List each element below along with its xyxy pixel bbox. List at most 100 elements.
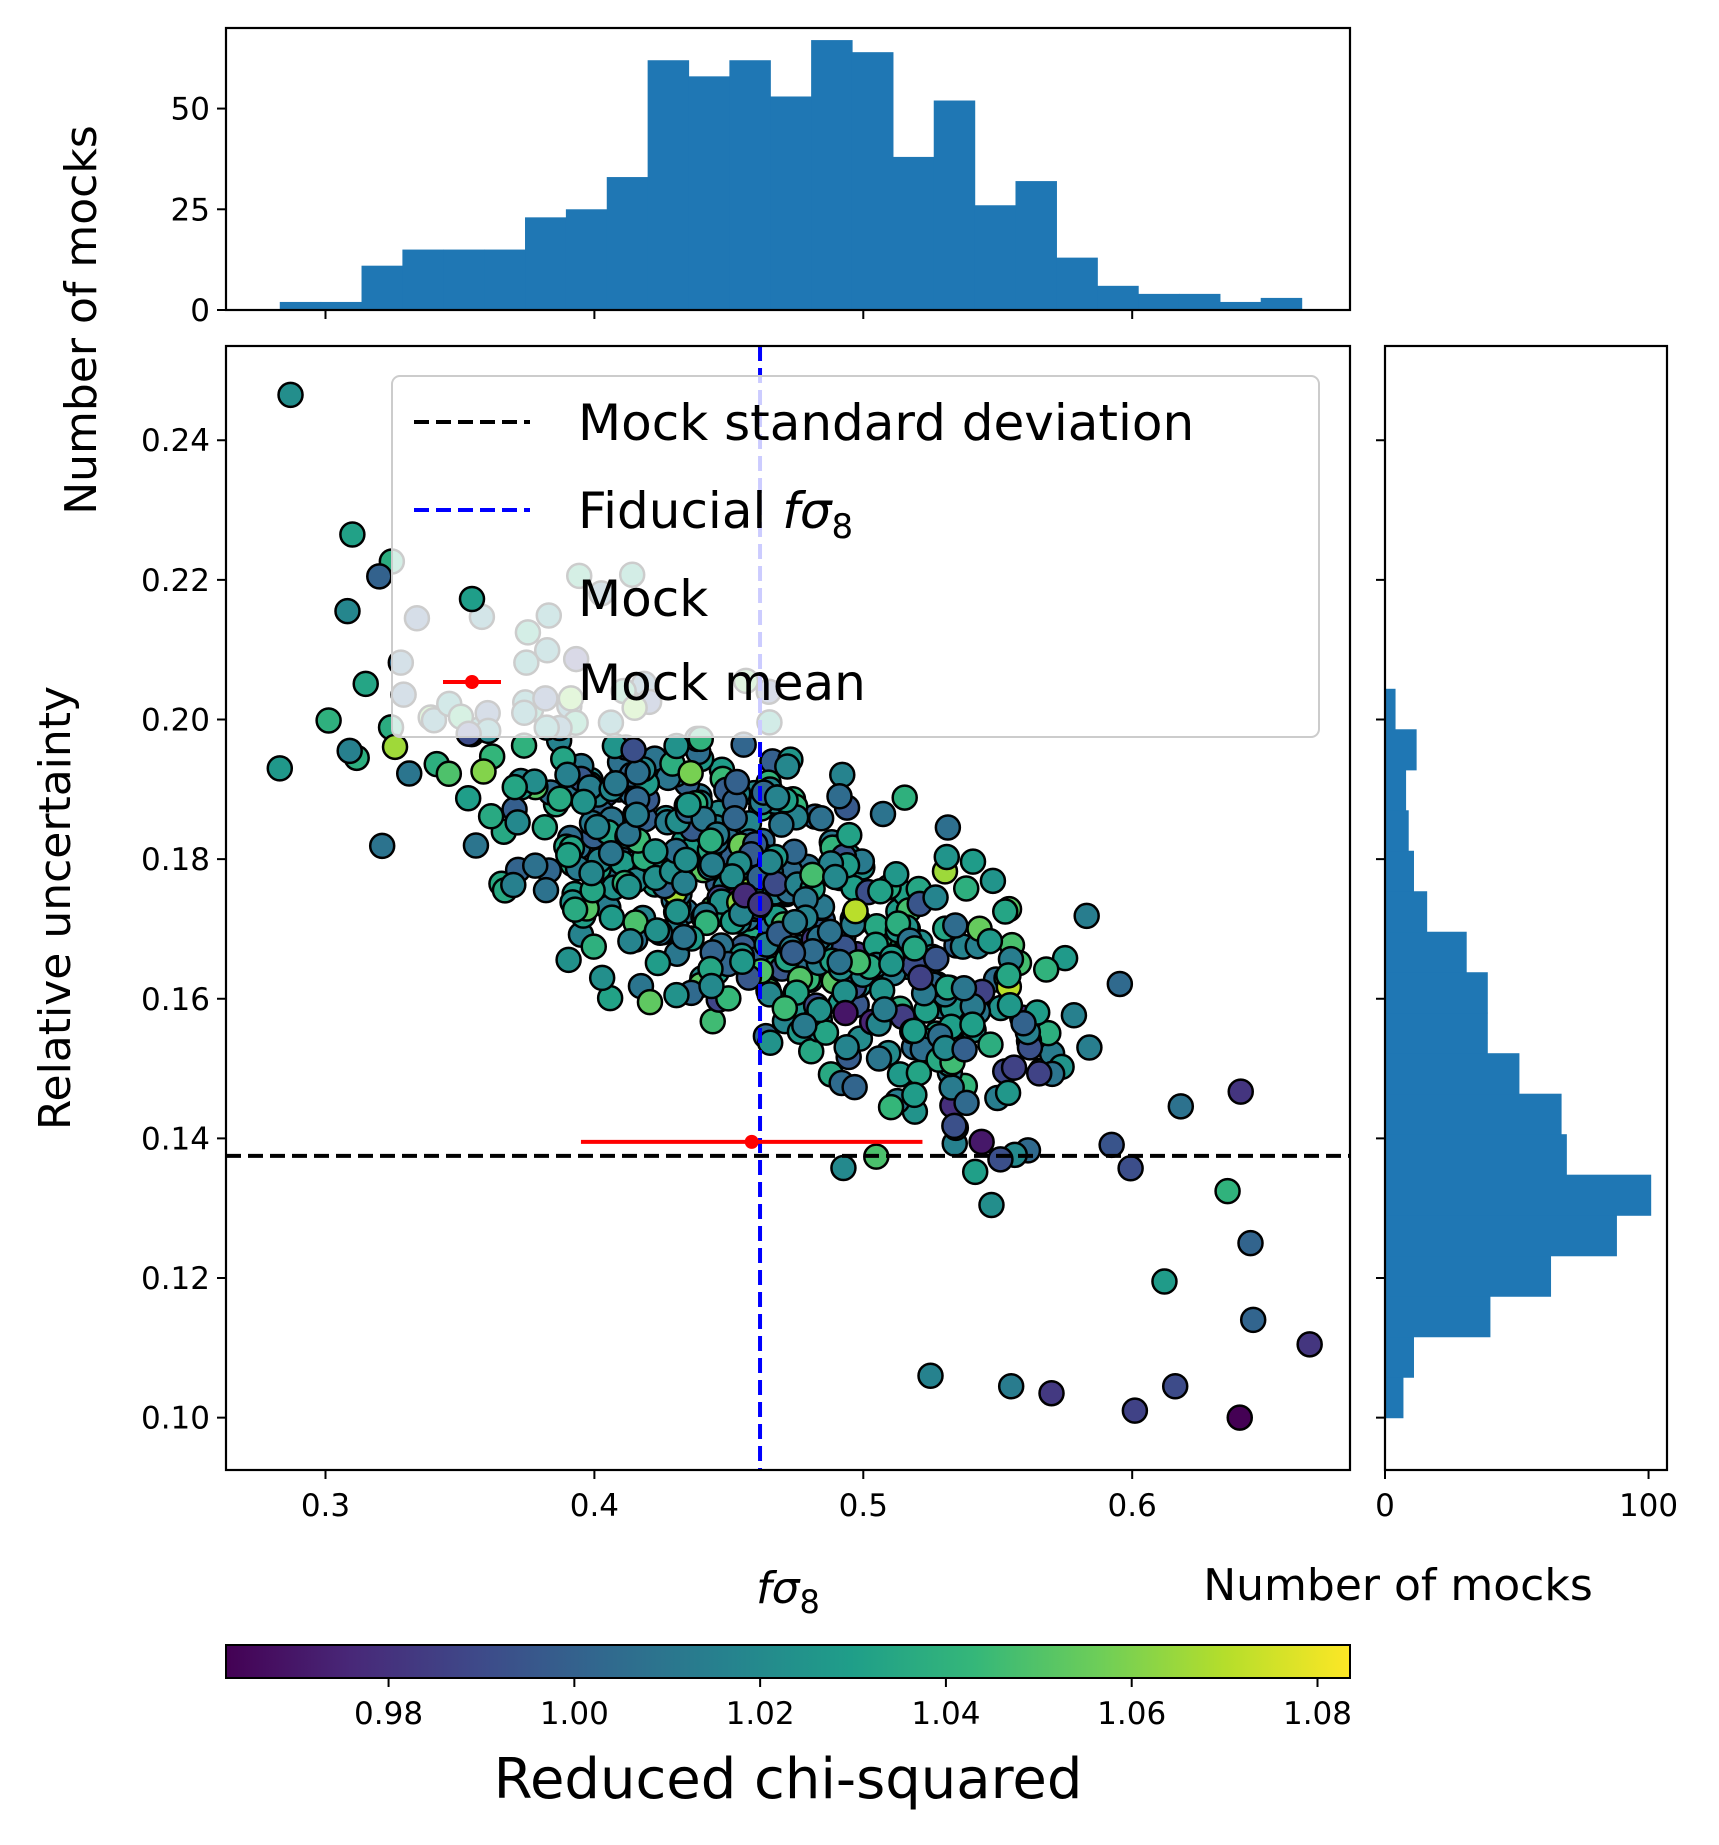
- mock-point: [1226, 1404, 1254, 1431]
- mock-point: [900, 1017, 928, 1045]
- main-y-tick-label: 0.10: [141, 1401, 210, 1437]
- mock-point: [959, 1011, 986, 1038]
- top-histogram-x-ticks: [324, 310, 1134, 319]
- mock-point: [1010, 1010, 1037, 1037]
- main-x-tick-label: 0.5: [839, 1488, 888, 1524]
- mock-point: [1000, 1054, 1028, 1081]
- mock-point: [1227, 1078, 1254, 1105]
- mock-point: [1106, 970, 1134, 998]
- top-histogram-bar: [647, 60, 690, 310]
- top-y-tick-label: 50: [171, 92, 210, 128]
- right-histogram-bar: [1385, 729, 1417, 771]
- legend-std-label: Mock standard deviation: [578, 394, 1194, 452]
- mock-point: [842, 897, 869, 925]
- colorbar-tick-label: 1.04: [911, 1696, 980, 1732]
- top-histogram-bar: [1097, 285, 1139, 310]
- mock-point: [877, 1093, 905, 1121]
- mock-point: [865, 1045, 893, 1072]
- mock-point: [339, 521, 366, 548]
- mock-point: [1151, 1268, 1178, 1295]
- mock-point: [598, 904, 626, 931]
- mock-point: [1073, 902, 1100, 930]
- right-histogram-bar: [1385, 931, 1467, 973]
- main-y-tick-label: 0.24: [141, 423, 210, 459]
- legend-mock-swatch: [458, 585, 486, 613]
- mock-point: [366, 563, 393, 590]
- main-x-axis-label: fσ8: [756, 1563, 820, 1621]
- colorbar-tick-label: 1.00: [540, 1696, 609, 1732]
- right-histogram-frame: [1383, 344, 1669, 1472]
- right-histogram-bar: [1385, 1053, 1520, 1095]
- main-frame: [224, 344, 1352, 1472]
- top-histogram-bar: [279, 301, 322, 310]
- mock-point: [991, 898, 1019, 925]
- mock-point: [532, 876, 560, 904]
- mock-point: [580, 933, 608, 960]
- right-histogram-bar: [1385, 769, 1407, 811]
- mock-point: [952, 875, 980, 902]
- right-histogram-bar: [1385, 1255, 1552, 1297]
- mock-point: [959, 848, 987, 875]
- mock-point: [1239, 1306, 1267, 1334]
- mock-point: [698, 851, 726, 879]
- mock-point: [266, 755, 294, 782]
- top-histogram-y-axis-label: Number of mocks: [56, 125, 107, 515]
- right-histogram-bar: [1385, 1296, 1491, 1338]
- right-histogram-bar: [1385, 688, 1396, 730]
- mock-point: [1076, 1034, 1103, 1061]
- mock-point: [531, 814, 559, 841]
- top-histogram-bar: [933, 100, 976, 310]
- mock-point: [615, 873, 643, 900]
- mock-point: [395, 760, 423, 787]
- mock-point: [698, 972, 725, 1000]
- legend: Mock standard deviation Fiducial fσ8 Moc…: [391, 375, 1320, 738]
- mock-point: [822, 863, 849, 891]
- legend-fiducial-label: Fiducial fσ8: [578, 482, 853, 547]
- mock-point: [878, 950, 905, 978]
- mock-point: [978, 1191, 1005, 1219]
- right-histogram-bars: [1385, 688, 1652, 1419]
- mock-point: [504, 809, 531, 836]
- mock-point: [477, 803, 505, 830]
- right-histogram-bar: [1385, 1093, 1562, 1135]
- mock-point: [995, 962, 1022, 989]
- mock-point: [871, 996, 898, 1023]
- right-histogram-bar: [1385, 1012, 1488, 1054]
- mock-point: [922, 884, 949, 911]
- mock-point: [642, 838, 669, 865]
- mock-point: [368, 832, 396, 860]
- legend-mean-label: Mock mean: [578, 654, 866, 712]
- mock-point: [521, 852, 549, 879]
- mock-point: [570, 788, 597, 816]
- mock-point: [334, 597, 361, 625]
- mock-point: [555, 946, 582, 974]
- mock-point: [352, 670, 379, 698]
- mock-point: [951, 1036, 978, 1063]
- mock-point: [602, 770, 630, 797]
- mock-point: [501, 773, 529, 801]
- mock-point: [1167, 1093, 1195, 1120]
- mock-point: [729, 948, 756, 975]
- colorbar: 0.98 1.00 1.02 1.04 1.06 1.08 Reduced chi-squ…: [225, 1644, 1352, 1812]
- main-x-tick-label: 0.3: [301, 1488, 350, 1524]
- mock-point: [977, 1031, 1004, 1058]
- mock-point: [836, 821, 863, 849]
- right-histogram-bar: [1385, 1215, 1617, 1257]
- mock-point: [721, 804, 748, 832]
- mock-point: [1025, 1060, 1053, 1087]
- mock-point: [807, 805, 835, 832]
- main-y-tick-label: 0.14: [141, 1121, 210, 1157]
- mock-point: [693, 909, 720, 937]
- mock-point: [617, 928, 644, 955]
- mock-point: [636, 988, 664, 1016]
- legend-box: [391, 375, 1320, 738]
- main-scatter: 0.3 0.4 0.5 0.6 0.10 0.12 0.14 0.16 0.18 0.20 0.2…: [30, 344, 1352, 1621]
- top-histogram-bar: [1138, 293, 1180, 310]
- mock-mean-marker: [744, 1134, 759, 1149]
- mock-point: [644, 949, 672, 977]
- mock-point: [791, 1012, 818, 1039]
- mock-point: [1237, 1229, 1264, 1257]
- mock-point: [768, 811, 795, 838]
- top-histogram-bar: [729, 60, 771, 310]
- mock-point: [675, 791, 702, 819]
